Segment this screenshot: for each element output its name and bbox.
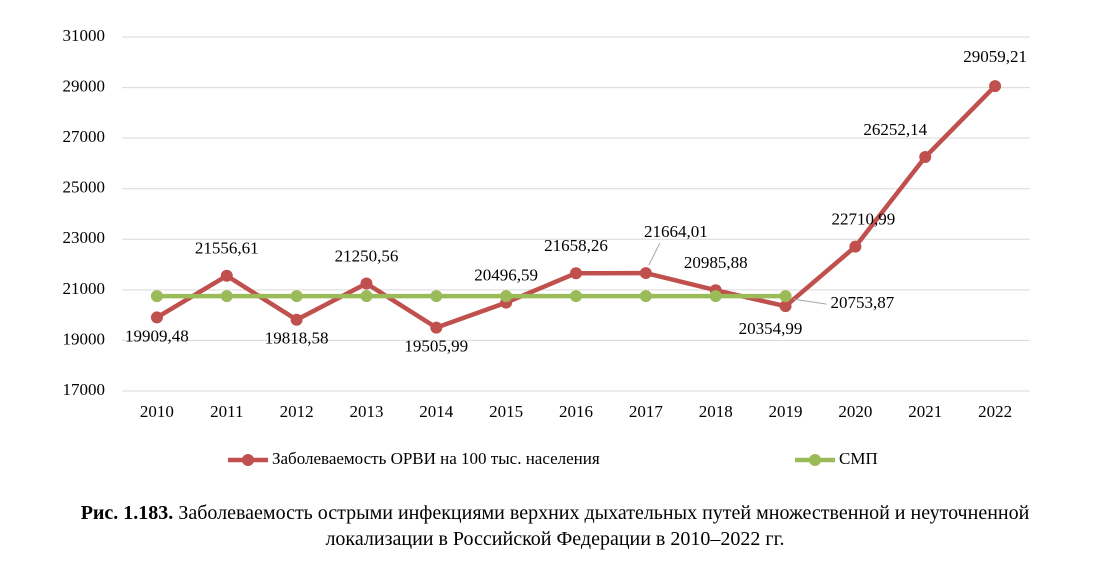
legend-marker bbox=[242, 454, 254, 466]
data-label: 20985,88 bbox=[684, 253, 748, 272]
data-label: 20753,87 bbox=[831, 293, 895, 312]
point bbox=[220, 290, 233, 303]
y-tick-label: 25000 bbox=[63, 178, 106, 197]
point bbox=[989, 80, 1002, 93]
leader-line bbox=[793, 298, 827, 305]
data-label: 26252,14 bbox=[863, 120, 927, 139]
x-tick-label: 2016 bbox=[559, 402, 593, 421]
caption-label: Рис. 1.183. bbox=[80, 502, 174, 524]
data-label: 19505,99 bbox=[404, 337, 468, 356]
data-label: 21250,56 bbox=[335, 246, 399, 265]
caption: Рис. 1.183. Заболеваемость острыми инфек… bbox=[55, 500, 1055, 552]
x-tick-label: 2011 bbox=[210, 402, 243, 421]
caption-text: Заболеваемость острыми инфекциями верхни… bbox=[178, 502, 1030, 550]
data-label: 19909,48 bbox=[125, 326, 189, 345]
x-tick-label: 2012 bbox=[280, 402, 314, 421]
leader-line bbox=[648, 242, 661, 266]
point bbox=[360, 277, 373, 290]
point bbox=[220, 269, 233, 282]
point bbox=[570, 290, 582, 303]
legend-label: Заболеваемость ОРВИ на 100 тыс. населени… bbox=[272, 449, 600, 468]
point bbox=[919, 151, 932, 164]
data-label: 21658,26 bbox=[544, 236, 608, 255]
point bbox=[779, 290, 792, 303]
data-label: 22710,99 bbox=[832, 209, 896, 228]
x-tick-label: 2013 bbox=[349, 402, 383, 421]
point bbox=[709, 290, 722, 303]
y-tick-label: 17000 bbox=[63, 380, 106, 399]
point bbox=[360, 290, 373, 303]
x-tick-label: 2021 bbox=[908, 402, 942, 421]
point bbox=[430, 321, 443, 334]
point bbox=[570, 267, 582, 280]
point bbox=[150, 311, 163, 324]
x-tick-label: 2020 bbox=[838, 402, 872, 421]
point bbox=[500, 290, 513, 303]
point bbox=[430, 290, 443, 303]
point bbox=[639, 290, 652, 303]
legend-label: СМП bbox=[839, 449, 878, 468]
data-label: 20354,99 bbox=[739, 319, 803, 338]
x-tick-label: 2019 bbox=[769, 402, 803, 421]
chart: 17000 19000 21000 23000 25000 27000 29000 31000… bbox=[63, 26, 1030, 468]
y-tick-label: 27000 bbox=[63, 127, 106, 146]
x-tick-label: 2018 bbox=[699, 402, 733, 421]
data-label: 21556,61 bbox=[195, 239, 259, 258]
point bbox=[290, 290, 303, 303]
data-label: 29059,21 bbox=[963, 47, 1027, 66]
y-tick-label: 21000 bbox=[63, 279, 106, 298]
x-tick-label: 2022 bbox=[978, 402, 1012, 421]
x-tick-label: 2015 bbox=[489, 402, 523, 421]
x-tick-label: 2010 bbox=[140, 402, 174, 421]
data-label: 20496,59 bbox=[474, 265, 538, 284]
point bbox=[779, 300, 792, 313]
data-label: 19818,58 bbox=[265, 329, 329, 348]
data-label: 21664,01 bbox=[644, 222, 708, 241]
point bbox=[849, 240, 862, 253]
y-tick-label: 19000 bbox=[63, 329, 106, 348]
y-tick-label: 23000 bbox=[63, 228, 106, 247]
point bbox=[290, 313, 303, 326]
y-tick-label: 29000 bbox=[63, 76, 106, 95]
x-tick-label: 2017 bbox=[629, 402, 664, 421]
point bbox=[150, 290, 163, 303]
y-tick-label: 31000 bbox=[63, 26, 106, 45]
x-tick-label: 2014 bbox=[419, 402, 454, 421]
point bbox=[639, 267, 652, 280]
legend-marker bbox=[809, 454, 821, 466]
